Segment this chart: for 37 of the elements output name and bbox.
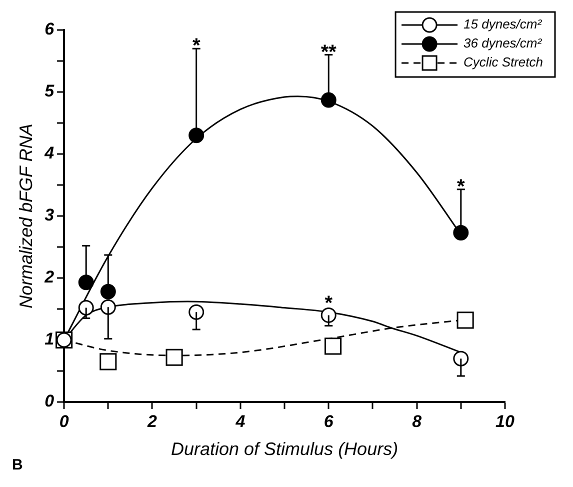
point <box>453 224 469 240</box>
text: B <box>12 456 23 474</box>
point <box>100 353 117 370</box>
annotation: * <box>192 35 200 58</box>
x-tick-label: 4 <box>234 412 246 431</box>
point <box>100 284 116 300</box>
annotation: * <box>457 176 466 198</box>
x-tick-label: 2 <box>146 412 158 431</box>
point <box>188 304 204 320</box>
point <box>324 338 342 355</box>
y-tick-label: 3 <box>44 206 55 225</box>
legend-label: Cyclic Stretch <box>464 54 544 70</box>
legend-label: 15 dynes/cm² <box>464 16 542 32</box>
y-tick-label: 2 <box>44 268 55 287</box>
legend-label: 36 dynes/cm² <box>464 36 542 51</box>
y-tick-label: 1 <box>44 330 54 349</box>
x-tick-label: 6 <box>324 412 334 431</box>
point <box>320 307 336 323</box>
y-tick-label: 6 <box>44 20 55 39</box>
x-tick-label: 0 <box>59 412 70 431</box>
point <box>453 350 469 366</box>
y-tick-label: 0 <box>44 392 55 411</box>
point <box>188 128 204 144</box>
y-tick-label: 4 <box>44 144 55 163</box>
x-axis-title: Duration of Stimulus (Hours) <box>170 439 398 460</box>
annotation: * <box>324 292 333 315</box>
point <box>78 274 94 290</box>
x-tick-label: 8 <box>412 412 422 431</box>
point <box>456 312 474 329</box>
annotation: ** <box>320 41 337 64</box>
point <box>166 348 183 366</box>
point <box>100 299 116 315</box>
y-axis-title: Normalized bFGF RNA <box>16 124 36 308</box>
y-tick-label: 5 <box>44 82 55 101</box>
point <box>320 92 336 108</box>
x-tick-label: 10 <box>496 412 515 431</box>
point <box>78 300 94 316</box>
